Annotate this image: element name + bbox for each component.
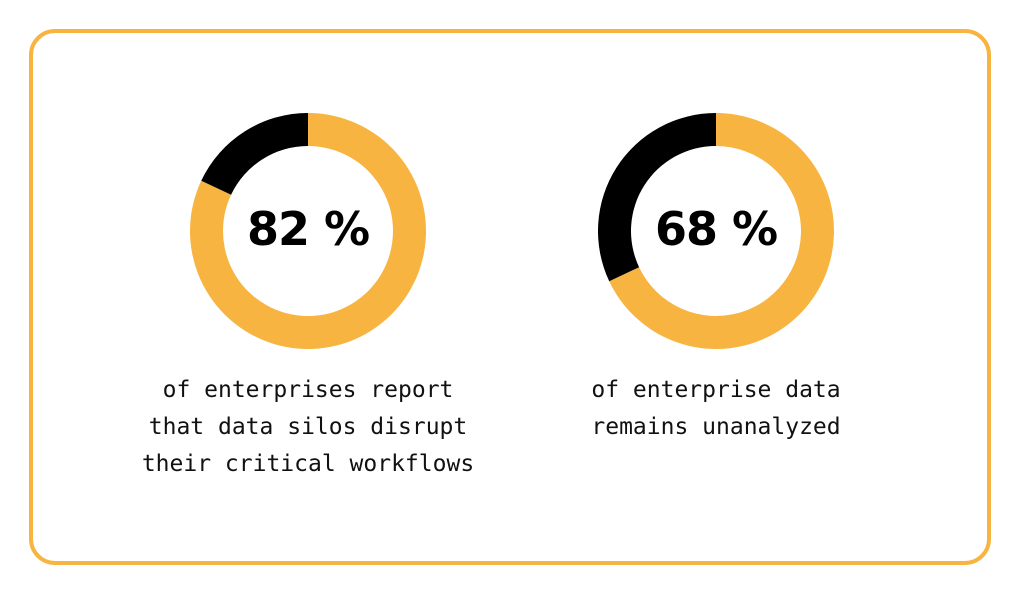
stat-caption: of enterprise data remains unanalyzed xyxy=(496,372,936,446)
donut-slice-remainder xyxy=(201,113,308,195)
caption-line: that data silos disrupt xyxy=(148,414,468,440)
donut-chart-silos xyxy=(190,113,426,349)
stat-block-unanalyzed: 68 % of enterprise data remains unanalyz… xyxy=(496,0,936,597)
caption-line: remains unanalyzed xyxy=(591,414,841,440)
caption-line: their critical workflows xyxy=(141,451,475,477)
caption-line: of enterprises report xyxy=(162,377,454,403)
percentage-value: 68 % xyxy=(654,202,778,256)
donut-slice-value xyxy=(609,113,834,349)
stat-caption: of enterprises report that data silos di… xyxy=(88,372,528,483)
card-frame xyxy=(29,29,991,565)
stat-block-silos: 82 % of enterprises report that data sil… xyxy=(88,0,528,597)
donut-chart-unanalyzed xyxy=(598,113,834,349)
percentage-value: 82 % xyxy=(246,202,370,256)
donut-slice-remainder xyxy=(598,113,716,282)
caption-line: of enterprise data xyxy=(591,377,841,403)
